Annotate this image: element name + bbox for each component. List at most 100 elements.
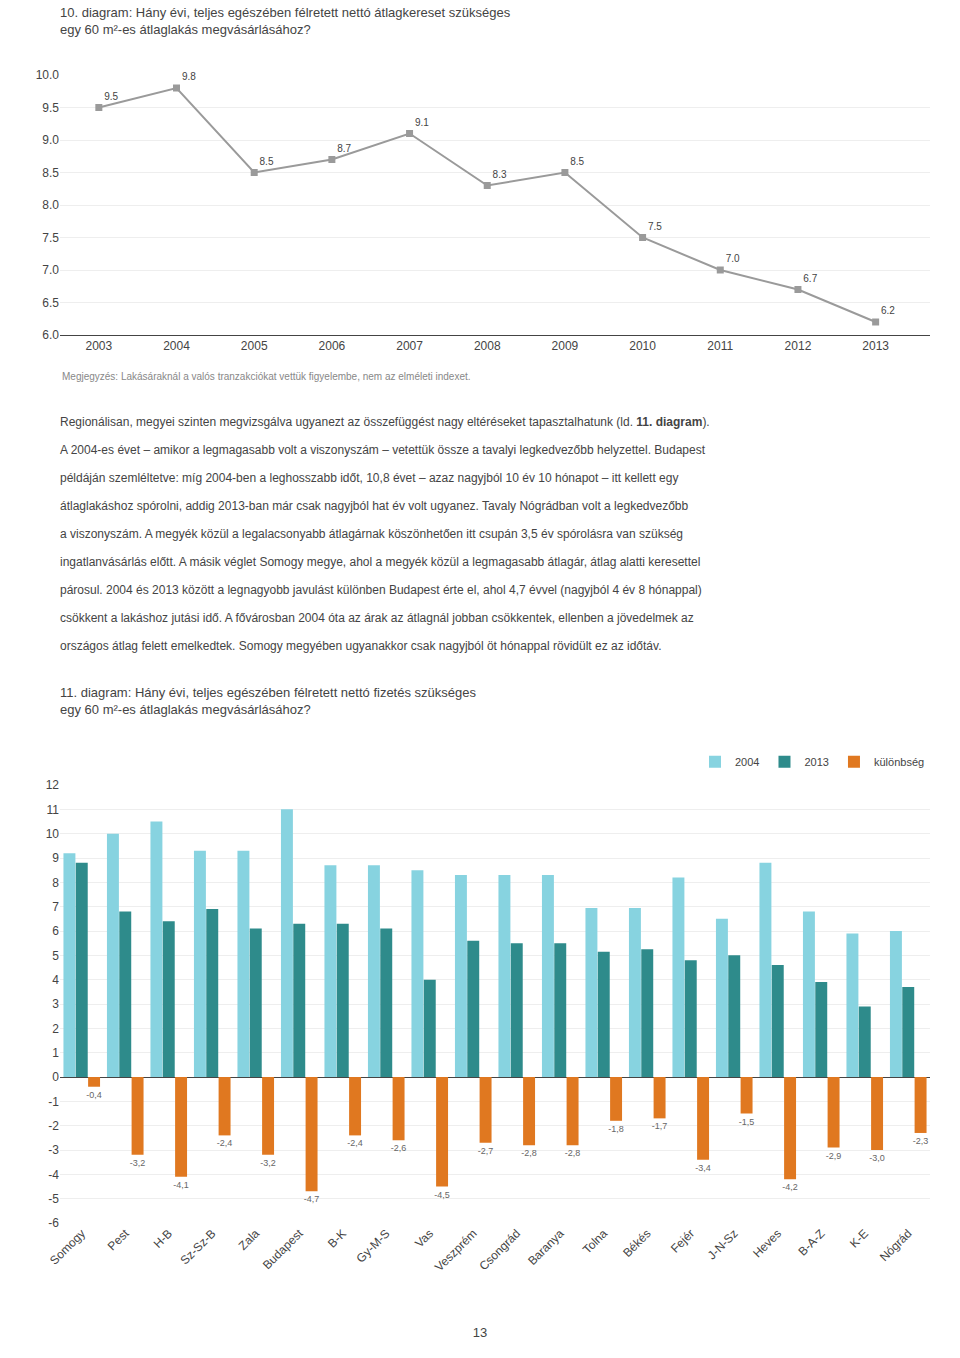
svg-text:6.0: 6.0: [42, 328, 59, 342]
svg-text:2: 2: [52, 1022, 59, 1036]
svg-text:Fejér: Fejér: [668, 1226, 697, 1255]
svg-text:Zala: Zala: [236, 1226, 263, 1253]
svg-text:J-N-Sz: J-N-Sz: [705, 1226, 741, 1262]
svg-text:11. diagram: Hány évi, teljes: 11. diagram: Hány évi, teljes egészében …: [60, 685, 476, 717]
svg-text:Gy-M-S: Gy-M-S: [353, 1226, 392, 1265]
svg-text:-2,9: -2,9: [826, 1151, 842, 1161]
svg-text:9.5: 9.5: [104, 91, 118, 102]
svg-text:2004: 2004: [735, 756, 759, 768]
svg-text:6.7: 6.7: [803, 273, 817, 284]
svg-text:-1,7: -1,7: [652, 1121, 668, 1131]
svg-text:10: 10: [46, 827, 60, 841]
svg-text:Csongrád: Csongrád: [476, 1226, 523, 1273]
svg-text:9.0: 9.0: [42, 133, 59, 147]
svg-text:2004: 2004: [163, 339, 190, 353]
svg-text:7: 7: [52, 900, 59, 914]
svg-text:2013: 2013: [804, 756, 828, 768]
svg-text:-1,8: -1,8: [608, 1124, 624, 1134]
svg-text:Somogy: Somogy: [47, 1226, 88, 1267]
svg-text:K-E: K-E: [847, 1226, 871, 1250]
svg-text:-4,7: -4,7: [304, 1194, 320, 1204]
svg-text:8.5: 8.5: [570, 156, 584, 167]
svg-text:-2,3: -2,3: [913, 1136, 929, 1146]
svg-text:Budapest: Budapest: [260, 1226, 306, 1272]
svg-text:10.0: 10.0: [36, 68, 60, 82]
svg-text:-6: -6: [48, 1216, 59, 1230]
svg-text:0: 0: [52, 1070, 59, 1084]
svg-text:2006: 2006: [319, 339, 346, 353]
svg-text:-1,5: -1,5: [739, 1117, 755, 1127]
html-text:Regionálisan, megyei szinten m: Regionálisan, megyei szinten megvizsgálv…: [60, 415, 710, 429]
svg-text:-2,4: -2,4: [347, 1138, 363, 1148]
svg-text:Vas: Vas: [412, 1226, 436, 1250]
svg-text:különbség: különbség: [874, 756, 924, 768]
svg-text:-2,7: -2,7: [478, 1146, 494, 1156]
svg-text:H-B: H-B: [151, 1226, 176, 1251]
svg-text:-2: -2: [48, 1119, 59, 1133]
svg-text:Békés: Békés: [620, 1226, 653, 1259]
svg-text:9.5: 9.5: [42, 101, 59, 115]
svg-text:4: 4: [52, 973, 59, 987]
svg-text:-2,8: -2,8: [565, 1148, 581, 1158]
svg-text:-2,6: -2,6: [391, 1143, 407, 1153]
svg-text:-4,1: -4,1: [173, 1180, 189, 1190]
html-text:A 2004-es évet – amikor a legm: A 2004-es évet – amikor a legmagasabb vo…: [60, 443, 705, 457]
svg-text:Nógrád: Nógrád: [877, 1226, 915, 1264]
svg-text:9.8: 9.8: [182, 71, 196, 82]
svg-text:9: 9: [52, 851, 59, 865]
svg-text:8: 8: [52, 876, 59, 890]
svg-text:12: 12: [46, 778, 60, 792]
svg-text:-2,8: -2,8: [521, 1148, 537, 1158]
html-text:példáján szemléltetve: míg 200: példáján szemléltetve: míg 2004-ben a le…: [60, 471, 679, 485]
svg-text:8.5: 8.5: [42, 166, 59, 180]
svg-text:3: 3: [52, 997, 59, 1011]
svg-text:8.5: 8.5: [260, 156, 274, 167]
svg-text:10. diagram: Hány évi, teljes: 10. diagram: Hány évi, teljes egészében …: [60, 5, 511, 37]
svg-text:2009: 2009: [552, 339, 579, 353]
svg-text:2008: 2008: [474, 339, 501, 353]
svg-text:2005: 2005: [241, 339, 268, 353]
svg-text:2003: 2003: [85, 339, 112, 353]
svg-text:-4,2: -4,2: [782, 1182, 798, 1192]
svg-text:6: 6: [52, 924, 59, 938]
svg-text:2013: 2013: [862, 339, 889, 353]
svg-text:-0,4: -0,4: [86, 1090, 102, 1100]
svg-text:-3,4: -3,4: [695, 1163, 711, 1173]
svg-text:8.7: 8.7: [337, 143, 351, 154]
svg-text:B-K: B-K: [325, 1226, 349, 1250]
svg-text:2007: 2007: [396, 339, 423, 353]
svg-text:6.5: 6.5: [42, 296, 59, 310]
svg-text:Tolna: Tolna: [580, 1226, 610, 1256]
svg-text:7.0: 7.0: [726, 253, 740, 264]
svg-text:11: 11: [47, 803, 60, 817]
svg-text:Veszprém: Veszprém: [432, 1226, 480, 1274]
svg-text:7.5: 7.5: [42, 231, 59, 245]
svg-text:Baranya: Baranya: [525, 1226, 567, 1268]
svg-text:6.2: 6.2: [881, 305, 895, 316]
svg-text:-1: -1: [48, 1095, 59, 1109]
svg-text:2011: 2011: [707, 339, 733, 353]
svg-text:1: 1: [52, 1046, 59, 1060]
svg-text:-2,4: -2,4: [217, 1138, 233, 1148]
svg-text:2010: 2010: [629, 339, 656, 353]
svg-text:-4,5: -4,5: [434, 1190, 450, 1200]
svg-text:Megjegyzés: Lakásáraknál a val: Megjegyzés: Lakásáraknál a valós tranzak…: [62, 371, 471, 382]
svg-text:-3,2: -3,2: [130, 1158, 146, 1168]
svg-text:7.5: 7.5: [648, 221, 662, 232]
svg-text:9.1: 9.1: [415, 117, 429, 128]
svg-text:Pest: Pest: [105, 1226, 132, 1253]
svg-text:-3,0: -3,0: [869, 1153, 885, 1163]
svg-text:Heves: Heves: [750, 1226, 784, 1260]
svg-text:-5: -5: [48, 1192, 59, 1206]
svg-text:7.0: 7.0: [42, 263, 59, 277]
svg-text:-3: -3: [48, 1143, 59, 1157]
svg-text:Sz-Sz-B: Sz-Sz-B: [178, 1226, 219, 1267]
svg-text:-3,2: -3,2: [260, 1158, 276, 1168]
svg-text:8.0: 8.0: [42, 198, 59, 212]
svg-text:5: 5: [52, 949, 59, 963]
svg-text:-4: -4: [48, 1168, 59, 1182]
html-text:13: 13: [472, 1325, 488, 1340]
svg-text:2012: 2012: [785, 339, 812, 353]
svg-text:8.3: 8.3: [493, 169, 507, 180]
svg-text:B-A-Z: B-A-Z: [796, 1226, 828, 1258]
